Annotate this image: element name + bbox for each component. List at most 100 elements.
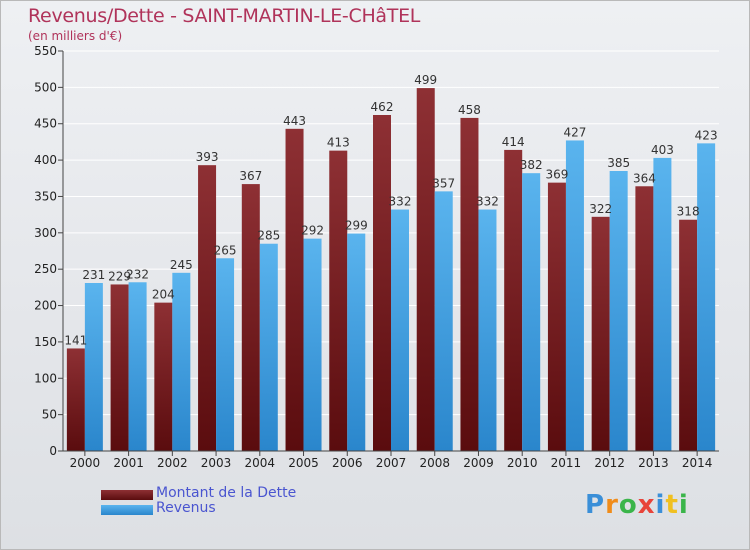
bar-debt: [154, 302, 173, 451]
bars: [66, 88, 716, 452]
bar-revenue: [697, 143, 716, 451]
y-tick-label: 550: [34, 44, 57, 58]
legend-swatch-debt: [101, 490, 153, 500]
x-tick-label: 2014: [682, 456, 713, 470]
y-tick-label: 100: [34, 371, 57, 385]
logo-letter: i: [678, 490, 689, 520]
x-tick-label: 2005: [288, 456, 319, 470]
data-label-debt: 229: [108, 269, 131, 283]
logo-letter: i: [655, 490, 666, 520]
bar-debt: [591, 216, 610, 451]
bar-debt: [504, 149, 523, 451]
bar-revenue: [128, 282, 147, 451]
logo-letter: P: [585, 490, 606, 520]
data-label-revenue: 299: [345, 219, 368, 233]
bar-revenue: [609, 171, 628, 451]
data-label-revenue: 231: [82, 268, 105, 282]
data-label-debt: 443: [283, 114, 306, 128]
bar-revenue: [216, 258, 235, 451]
bar-revenue: [522, 173, 541, 451]
y-tick-label: 200: [34, 299, 57, 313]
legend-label-revenue: Revenus: [156, 500, 216, 516]
data-label-debt: 141: [64, 333, 87, 347]
y-tick-label: 150: [34, 335, 57, 349]
y-tick-label: 450: [34, 117, 57, 131]
data-label-debt: 413: [327, 136, 350, 150]
bar-revenue: [259, 243, 278, 451]
data-label-revenue: 332: [389, 195, 412, 209]
y-tick-label: 500: [34, 80, 57, 94]
x-tick-label: 2011: [551, 456, 582, 470]
bar-debt: [635, 186, 654, 452]
logo-letter: o: [618, 490, 638, 520]
data-label-debt: 369: [545, 168, 568, 182]
axes: 0 50 100 150 200 250 300 350 400 450 500 550 2000 200…: [34, 44, 719, 470]
bar-debt: [460, 117, 479, 451]
bar-debt: [416, 88, 435, 451]
logo-letter: t: [665, 490, 679, 520]
bar-debt: [66, 348, 85, 451]
bar-debt: [547, 182, 566, 452]
data-label-revenue: 332: [476, 195, 499, 209]
proxiti-logo: Proxiti: [585, 490, 689, 520]
data-label-revenue: 232: [126, 267, 149, 281]
data-label-debt: 414: [502, 135, 525, 149]
data-label-debt: 367: [239, 169, 262, 183]
bar-revenue: [434, 191, 453, 451]
bar-debt: [329, 150, 348, 452]
bar-debt: [373, 115, 391, 451]
x-tick-label: 2002: [157, 456, 188, 470]
x-tick-label: 2013: [638, 456, 669, 470]
bar-debt: [679, 219, 698, 451]
x-tick-label: 2004: [245, 456, 276, 470]
legend-label-debt: Montant de la Dette: [156, 485, 297, 501]
data-label-debt: 204: [152, 288, 175, 302]
bar-revenue: [303, 238, 322, 451]
x-tick-label: 2000: [70, 456, 101, 470]
bar-revenue: [565, 140, 584, 452]
x-tick-label: 2012: [594, 456, 625, 470]
legend-swatch-revenue: [101, 505, 153, 515]
data-label-debt: 462: [371, 100, 394, 114]
data-label-debt: 322: [589, 202, 612, 216]
data-label-revenue: 382: [520, 158, 543, 172]
y-tick-label: 250: [34, 262, 57, 276]
data-label-debt: 393: [196, 150, 219, 164]
x-tick-label: 2009: [463, 456, 494, 470]
data-label-debt: 499: [414, 73, 437, 87]
x-tick-label: 2007: [376, 456, 407, 470]
data-label-revenue: 292: [301, 224, 324, 238]
data-label-revenue: 423: [695, 128, 718, 142]
bar-revenue: [653, 157, 672, 451]
chart-subtitle: (en milliers d'€): [28, 29, 123, 43]
data-label-revenue: 245: [170, 258, 193, 272]
bar-revenue: [84, 283, 103, 451]
logo-letter: x: [637, 490, 656, 520]
x-tick-label: 2003: [201, 456, 232, 470]
data-label-debt: 318: [677, 205, 700, 219]
bar-revenue: [172, 272, 191, 451]
bar-debt: [110, 284, 129, 451]
y-tick-label: 50: [42, 408, 57, 422]
bar-debt: [241, 184, 260, 451]
data-label-revenue: 385: [607, 156, 630, 170]
x-tick-label: 2010: [507, 456, 538, 470]
data-label-debt: 458: [458, 103, 481, 117]
data-label-revenue: 403: [651, 143, 674, 157]
x-tick-label: 2006: [332, 456, 363, 470]
bar-debt: [285, 128, 304, 451]
data-label-revenue: 265: [214, 243, 237, 257]
bar-revenue: [391, 209, 409, 451]
x-tick-label: 2008: [419, 456, 450, 470]
bar-revenue: [478, 209, 497, 451]
chart-title: Revenus/Dette - SAINT-MARTIN-LE-CHâTEL: [28, 5, 421, 27]
logo-letter: r: [605, 490, 619, 520]
y-tick-label: 400: [34, 153, 57, 167]
x-tick-label: 2001: [113, 456, 144, 470]
bar-revenue: [347, 233, 366, 451]
bar-debt: [198, 165, 217, 451]
y-tick-label: 0: [49, 444, 57, 458]
